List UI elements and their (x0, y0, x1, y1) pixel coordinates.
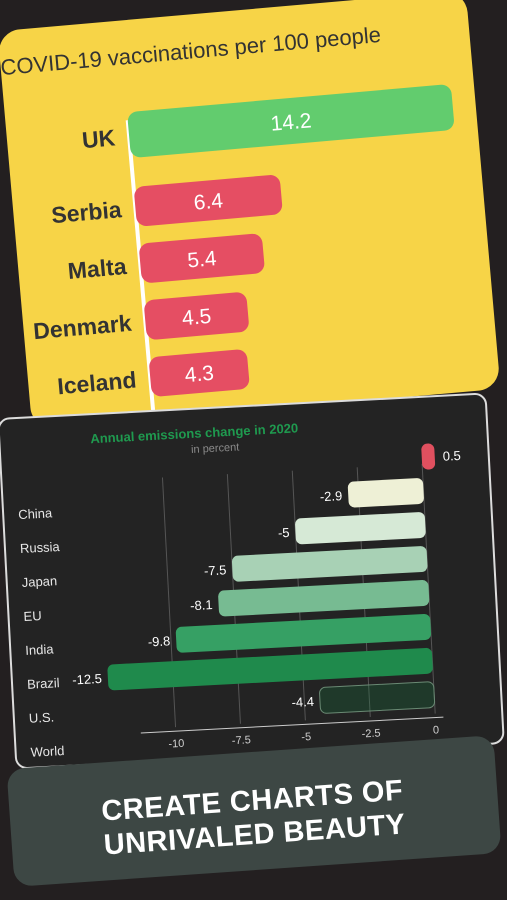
vaccination-value-label-serbia: 6.4 (193, 189, 224, 214)
emissions-category-label-india: India (25, 641, 55, 657)
emissions-category-label-brazil: Brazil (27, 675, 60, 692)
emissions-tick-label: -7.5 (232, 734, 252, 747)
vaccination-value-label-malta: 5.4 (186, 247, 217, 272)
emissions-bar-russia (347, 478, 424, 508)
vaccination-bar-malta (139, 233, 265, 283)
vaccination-bar-serbia (134, 175, 283, 226)
emissions-category-label-japan: Japan (21, 573, 57, 590)
vaccination-value-label-iceland: 4.3 (184, 362, 215, 387)
emissions-x-axis (140, 716, 444, 734)
emissions-category-label-russia: Russia (20, 539, 61, 556)
emissions-tick-label: 0 (433, 724, 440, 736)
emissions-category-label-u-s: U.S. (28, 709, 54, 725)
emissions-value-label-brazil: -9.8 (147, 633, 170, 649)
vaccination-category-label-uk: UK (81, 124, 117, 153)
emissions-value-label-eu: -7.5 (204, 562, 227, 578)
emissions-bar-brazil (175, 613, 432, 653)
emissions-value-label-japan: -5 (278, 525, 290, 541)
vaccination-category-label-denmark: Denmark (32, 310, 133, 344)
emissions-value-label-world: -4.4 (291, 694, 314, 710)
vaccination-bar-uk (127, 84, 454, 158)
emissions-gridline (161, 477, 177, 728)
vaccination-category-label-serbia: Serbia (50, 196, 123, 228)
emissions-value-label-india: -8.1 (190, 597, 213, 613)
emissions-category-label-world: World (30, 743, 64, 760)
vaccination-bar-iceland (149, 349, 250, 397)
vaccination-chart-card: COVID-19 vaccinations per 100 people 14.… (0, 0, 501, 430)
emissions-tick-label: -10 (168, 738, 185, 751)
vaccination-category-label-malta: Malta (67, 253, 128, 284)
vaccination-value-label-denmark: 4.5 (181, 305, 212, 330)
emissions-tick-label: -5 (301, 731, 311, 743)
emissions-bar-u-s (107, 647, 433, 691)
emissions-chart-card: Annual emissions change in 2020 in perce… (0, 392, 505, 770)
emissions-chart: -10 -7.5 -5 -2.5 0 0.5 -2.9 -5 -7.5 -8.1 -9.8 -12.5… (18, 443, 461, 760)
vaccination-value-label-uk: 14.2 (270, 109, 313, 135)
vaccination-category-label-iceland: Iceland (56, 367, 137, 400)
emissions-category-label-eu: EU (23, 608, 42, 624)
emissions-value-label-russia: -2.9 (319, 488, 342, 504)
emissions-category-label-china: China (18, 505, 53, 522)
emissions-tick-label: -2.5 (361, 727, 381, 740)
vaccination-bar-denmark (144, 292, 249, 340)
emissions-value-label-u-s: -12.5 (72, 671, 102, 688)
emissions-bar-india (218, 580, 430, 617)
emissions-bar-eu (231, 546, 428, 582)
emissions-bar-japan (295, 512, 426, 545)
emissions-bar-china (421, 443, 436, 470)
emissions-bar-world (319, 681, 436, 714)
emissions-value-label-china: 0.5 (442, 448, 461, 464)
vaccination-chart: 14.2 UK 6.4 Serbia 5.4 Malta 4.5 Denmark 4.3 Icel… (32, 84, 454, 411)
